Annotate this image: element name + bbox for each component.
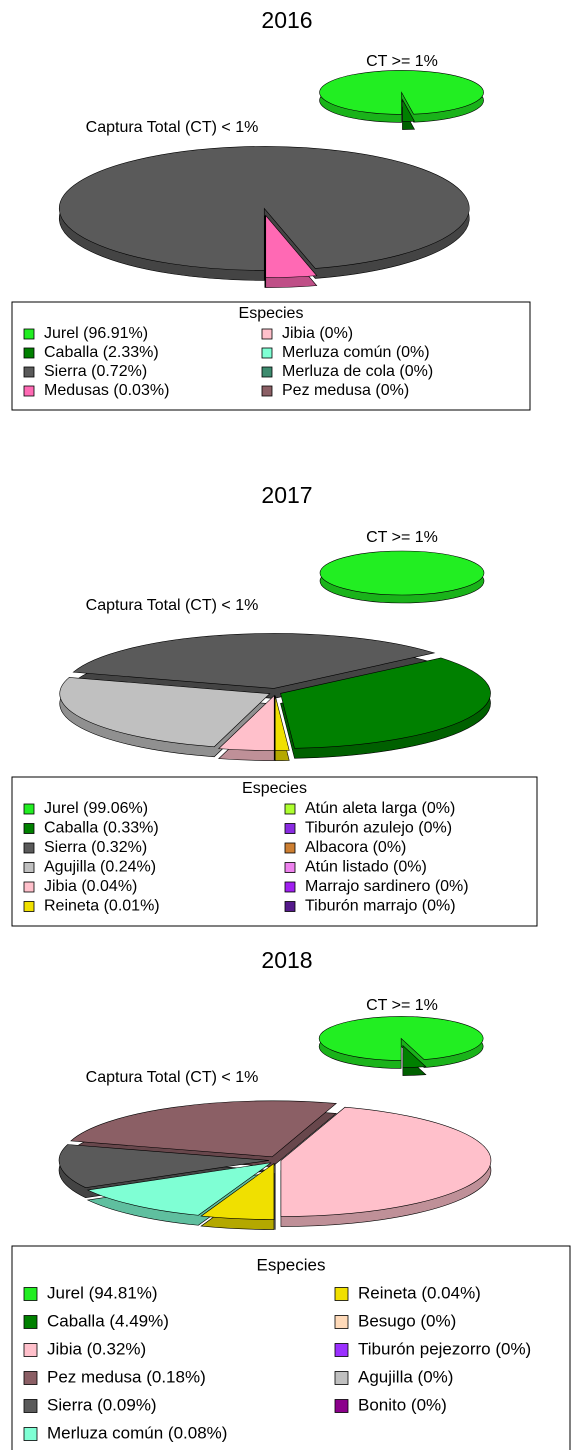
small-pie-label: CT >= 1% <box>366 529 438 546</box>
legend-label: Sierra (0.32%) <box>44 839 147 856</box>
legend-label: Merluza común (0%) <box>282 344 430 361</box>
legend-swatch <box>23 842 35 854</box>
legend-label: Tiburón azulejo (0%) <box>305 820 452 837</box>
legend-label: Merluza común (0.08%) <box>47 1423 227 1442</box>
legend-swatch <box>23 1427 38 1441</box>
big-pie-label: Captura Total (CT) < 1% <box>86 119 259 136</box>
legend-swatch <box>23 347 35 359</box>
pie-slice <box>200 1162 275 1220</box>
legend-swatch <box>23 1343 38 1357</box>
legend-label: Caballa (4.49%) <box>47 1311 169 1330</box>
pie-slice <box>218 694 275 751</box>
legend-swatch <box>23 1399 38 1413</box>
legend-label: Bonito (0%) <box>358 1395 447 1414</box>
legend-box <box>11 1245 571 1450</box>
legend-swatch <box>23 366 35 378</box>
legend-label: Medusas (0.03%) <box>44 382 169 399</box>
legend-label: Albacora (0%) <box>305 839 406 856</box>
pie-slice <box>318 1016 484 1061</box>
legend-title: Especies <box>257 1255 326 1274</box>
legend-swatch <box>284 842 296 854</box>
legend-swatch <box>334 1343 349 1357</box>
legend-label: Caballa (2.33%) <box>44 344 159 361</box>
legend-swatch <box>284 881 296 893</box>
legend-label: Jurel (96.91%) <box>44 325 148 342</box>
legend-swatch <box>284 862 296 873</box>
legend-swatch <box>23 328 35 340</box>
legend-swatch <box>23 901 35 912</box>
pie-slice <box>58 146 470 271</box>
legend-swatch <box>261 347 273 359</box>
legend-swatch <box>284 803 296 815</box>
legend-label: Jibia (0.04%) <box>44 878 137 895</box>
legend-swatch <box>23 1287 38 1301</box>
pie-slice <box>319 550 485 596</box>
pie-slice <box>72 633 436 689</box>
legend-swatch <box>23 1371 38 1385</box>
legend-label: Besugo (0%) <box>358 1311 456 1330</box>
legend-label: Marrajo sardinero (0%) <box>305 878 469 895</box>
pie-slice <box>319 70 484 115</box>
pie-slice <box>402 98 415 122</box>
legend-swatch <box>23 385 35 397</box>
legend-swatch <box>334 1371 349 1385</box>
pie-slice <box>86 1162 272 1216</box>
legend-swatch <box>261 366 273 378</box>
chart-title: 2016 <box>261 7 312 33</box>
legend-swatch <box>261 328 273 340</box>
legend-label: Reineta (0.04%) <box>358 1283 481 1302</box>
legend-swatch <box>284 823 296 834</box>
legend-swatch <box>23 803 35 815</box>
legend-box <box>11 776 538 927</box>
legend-label: Tiburón pejezorro (0%) <box>358 1339 531 1358</box>
pie-slice <box>402 1044 427 1068</box>
legend-label: Merluza de cola (0%) <box>282 363 433 380</box>
pie-slice <box>70 1100 337 1158</box>
legend-label: Tiburón marrajo (0%) <box>305 898 456 915</box>
legend-label: Jurel (94.81%) <box>47 1283 158 1302</box>
legend-label: Sierra (0.09%) <box>47 1395 157 1414</box>
legend-swatch <box>23 881 35 893</box>
legend-label: Agujilla (0.24%) <box>44 859 156 876</box>
legend-swatch <box>23 823 35 834</box>
legend-swatch <box>23 862 35 873</box>
legend-label: Reineta (0.01%) <box>44 898 160 915</box>
pie-slice <box>59 677 271 748</box>
legend-label: Pez medusa (0.18%) <box>47 1367 206 1386</box>
legend-label: Caballa (0.33%) <box>44 820 159 837</box>
legend-swatch <box>23 1315 38 1329</box>
legend-swatch <box>261 385 273 397</box>
legend-label: Jibia (0%) <box>282 325 353 342</box>
legend-title: Especies <box>242 780 307 797</box>
legend-swatch <box>334 1287 349 1301</box>
legend-label: Pez medusa (0%) <box>282 382 409 399</box>
chart-title: 2017 <box>261 482 312 508</box>
legend-label: Atún listado (0%) <box>305 859 427 876</box>
legend-swatch <box>284 901 296 912</box>
chart-title: 2018 <box>261 947 312 973</box>
pie-slice <box>58 1144 270 1188</box>
legend-label: Jurel (99.06%) <box>44 800 148 817</box>
pie-slice <box>280 657 491 749</box>
small-pie-label: CT >= 1% <box>366 53 438 70</box>
legend-swatch <box>334 1315 349 1329</box>
big-pie-label: Captura Total (CT) < 1% <box>86 1069 259 1086</box>
legend-label: Jibia (0.32%) <box>47 1339 146 1358</box>
legend-label: Atún aleta larga (0%) <box>305 800 455 817</box>
pie-slice <box>265 214 318 278</box>
big-pie-label: Captura Total (CT) < 1% <box>86 597 259 614</box>
legend-label: Agujilla (0%) <box>358 1367 453 1386</box>
small-pie-label: CT >= 1% <box>366 997 438 1014</box>
pie-slice <box>280 1106 492 1217</box>
legend-swatch <box>334 1399 349 1413</box>
legend-label: Sierra (0.72%) <box>44 363 147 380</box>
legend-title: Especies <box>239 305 304 322</box>
